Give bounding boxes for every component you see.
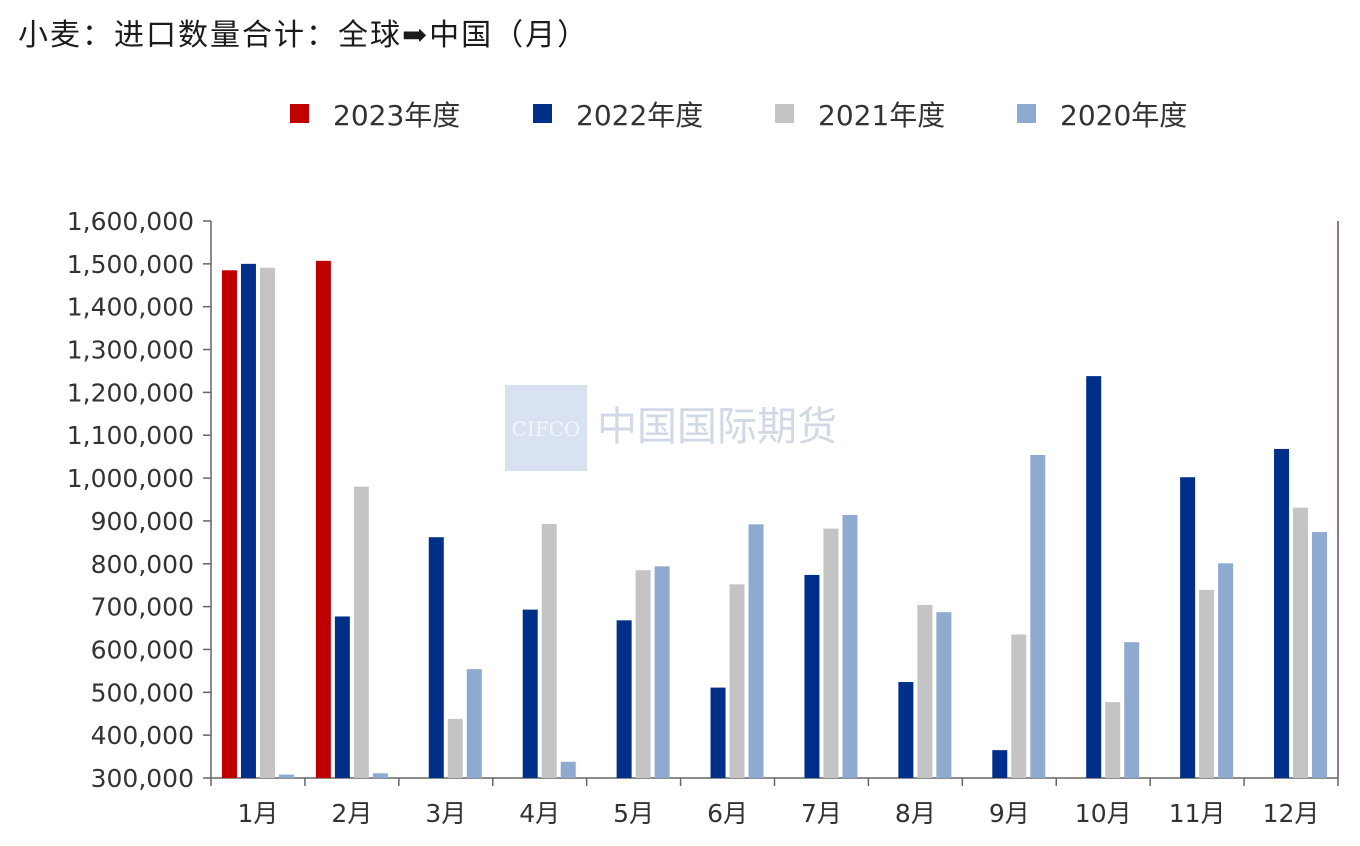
- legend-swatch-0: [290, 104, 309, 123]
- x-tick-label: 2月: [331, 799, 372, 828]
- bar-2020年度-4月: [560, 761, 576, 778]
- bar-2020年度-11月: [1218, 563, 1234, 778]
- bar-2022年度-5月: [616, 620, 632, 778]
- watermark-name: 中国国际期货: [597, 404, 837, 450]
- y-tick-label: 700,000: [91, 593, 194, 622]
- x-tick-label: 1月: [238, 799, 279, 828]
- bar-2021年度-2月: [353, 486, 369, 778]
- bar-2022年度-3月: [428, 537, 444, 778]
- bar-2020年度-5月: [654, 566, 670, 778]
- bar-2022年度-2月: [334, 616, 350, 778]
- y-tick-label: 1,600,000: [67, 207, 194, 236]
- bar-2021年度-4月: [541, 523, 557, 778]
- bar-2021年度-3月: [447, 718, 463, 778]
- watermark-logo-icon: [505, 385, 587, 471]
- y-tick-label: 1,000,000: [67, 464, 194, 493]
- watermark: CIFCO 中国国际期货: [505, 385, 837, 471]
- y-axis: 300,000 400,000 500,000 600,000 700,000 800,0…: [67, 207, 1339, 793]
- legend: 2023年度 2022年度 2021年度 2020年度: [290, 99, 1187, 132]
- chart-title: 小麦：进口数量合计：全球➡中国（月）: [18, 18, 590, 53]
- bar-2020年度-7月: [842, 514, 858, 778]
- bar-2022年度-1月: [240, 263, 256, 778]
- bar-2023年度-1月: [221, 270, 237, 778]
- bar-2020年度-1月: [278, 774, 294, 778]
- bar-2020年度-9月: [1030, 454, 1046, 778]
- y-tick-label: 1,500,000: [67, 250, 194, 279]
- bar-2021年度-8月: [917, 604, 933, 778]
- legend-label-2: 2021年度: [818, 99, 945, 132]
- bar-2020年度-2月: [372, 773, 388, 778]
- x-tick-label: 10月: [1075, 799, 1132, 828]
- bar-2020年度-6月: [748, 524, 764, 778]
- bar-2022年度-12月: [1274, 448, 1290, 778]
- bar-2022年度-10月: [1086, 376, 1102, 778]
- x-tick-label: 9月: [989, 799, 1030, 828]
- bar-2020年度-10月: [1124, 642, 1140, 778]
- x-tick-label: 3月: [425, 799, 466, 828]
- legend-label-0: 2023年度: [333, 99, 460, 132]
- bar-2022年度-9月: [992, 750, 1008, 778]
- x-tick-label: 5月: [613, 799, 654, 828]
- bar-2020年度-12月: [1312, 532, 1328, 778]
- x-tick-label: 8月: [895, 799, 936, 828]
- x-tick-label: 4月: [519, 799, 560, 828]
- legend-label-3: 2020年度: [1060, 99, 1187, 132]
- watermark-logo-text: CIFCO: [512, 417, 581, 441]
- x-tick-label: 7月: [801, 799, 842, 828]
- bar-2022年度-7月: [804, 574, 820, 778]
- bar-2022年度-8月: [898, 682, 914, 778]
- x-tick-label: 6月: [707, 799, 748, 828]
- bar-2021年度-5月: [635, 570, 651, 778]
- legend-label-1: 2022年度: [576, 99, 703, 132]
- legend-swatch-2: [775, 104, 794, 123]
- x-tick-label: 12月: [1263, 799, 1320, 828]
- bar-2022年度-11月: [1180, 477, 1196, 778]
- bar-2022年度-6月: [710, 687, 726, 778]
- bar-2023年度-2月: [315, 260, 331, 778]
- bar-2021年度-11月: [1199, 589, 1215, 778]
- bar-2021年度-7月: [823, 528, 839, 778]
- y-tick-label: 1,100,000: [67, 421, 194, 450]
- y-tick-label: 900,000: [91, 507, 194, 536]
- bar-2022年度-4月: [522, 609, 538, 778]
- x-tick-label: 11月: [1169, 799, 1226, 828]
- bar-2020年度-8月: [936, 612, 952, 778]
- bar-2021年度-9月: [1011, 634, 1027, 778]
- bar-2021年度-12月: [1293, 507, 1309, 778]
- bar-2020年度-3月: [466, 669, 482, 778]
- legend-swatch-1: [533, 104, 552, 123]
- legend-swatch-3: [1017, 104, 1036, 123]
- x-axis: 1月 2月 3月 4月 5月 6月 7月 8月 9月 10月 11月 12月: [210, 777, 1339, 828]
- y-tick-label: 1,200,000: [67, 378, 194, 407]
- bar-2021年度-1月: [259, 267, 275, 778]
- y-tick-label: 800,000: [91, 550, 194, 579]
- bar-2021年度-6月: [729, 584, 745, 778]
- y-tick-label: 1,300,000: [67, 336, 194, 365]
- y-tick-label: 500,000: [91, 678, 194, 707]
- bars: [221, 260, 1328, 778]
- y-tick-label: 600,000: [91, 635, 194, 664]
- y-tick-label: 1,400,000: [67, 293, 194, 322]
- y-tick-label: 300,000: [91, 764, 194, 793]
- bar-2021年度-10月: [1105, 702, 1121, 778]
- y-tick-label: 400,000: [91, 721, 194, 750]
